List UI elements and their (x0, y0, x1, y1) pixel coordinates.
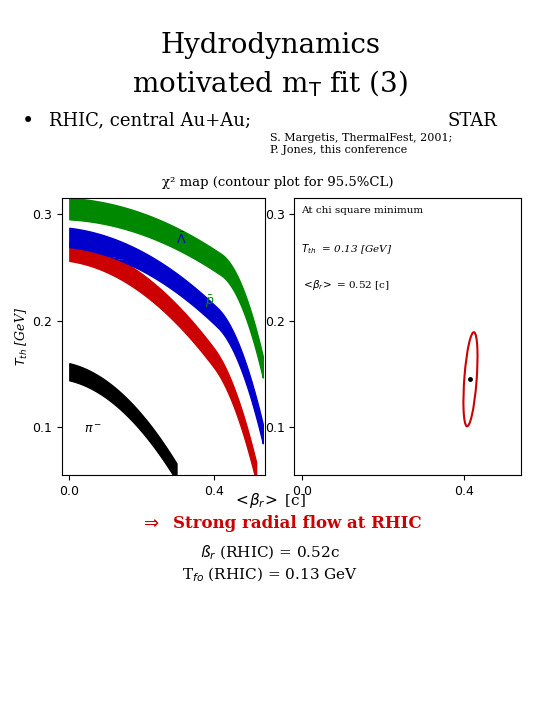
Text: $\bar{p}$: $\bar{p}$ (205, 293, 214, 310)
Text: At chi square minimum: At chi square minimum (301, 207, 423, 215)
Text: ⇒: ⇒ (144, 515, 159, 533)
Text: RHIC, central Au+Au;: RHIC, central Au+Au; (49, 112, 251, 130)
Y-axis label: $T_{th}$ [GeV]: $T_{th}$ [GeV] (14, 307, 30, 366)
Text: Strong radial flow at RHIC: Strong radial flow at RHIC (173, 515, 421, 532)
Text: $<\!\beta_r\!>$ [c]: $<\!\beta_r\!>$ [c] (233, 491, 307, 510)
Text: K$^-$: K$^-$ (105, 256, 125, 270)
Text: χ² map (contour plot for 95.5%CL): χ² map (contour plot for 95.5%CL) (162, 176, 394, 189)
Text: $<\!\beta_r\!>$ = 0.52 [c]: $<\!\beta_r\!>$ = 0.52 [c] (301, 279, 390, 292)
Text: •: • (22, 112, 34, 130)
Text: $\ss_r$ (RHIC) = 0.52c: $\ss_r$ (RHIC) = 0.52c (200, 544, 340, 562)
Text: Hydrodynamics: Hydrodynamics (160, 32, 380, 59)
Text: $\bar{\Lambda}$: $\bar{\Lambda}$ (176, 231, 186, 247)
Text: $\pi^-$: $\pi^-$ (84, 423, 102, 436)
Text: STAR: STAR (447, 112, 497, 130)
Text: motivated m$_\mathrm{T}$ fit (3): motivated m$_\mathrm{T}$ fit (3) (132, 68, 408, 99)
Text: S. Margetis, ThermalFest, 2001;
P. Jones, this conference: S. Margetis, ThermalFest, 2001; P. Jones… (270, 133, 453, 155)
Text: T$_{fo}$ (RHIC) = 0.13 GeV: T$_{fo}$ (RHIC) = 0.13 GeV (182, 565, 358, 584)
Text: $T_{th}$  = 0.13 [GeV]: $T_{th}$ = 0.13 [GeV] (301, 243, 392, 256)
